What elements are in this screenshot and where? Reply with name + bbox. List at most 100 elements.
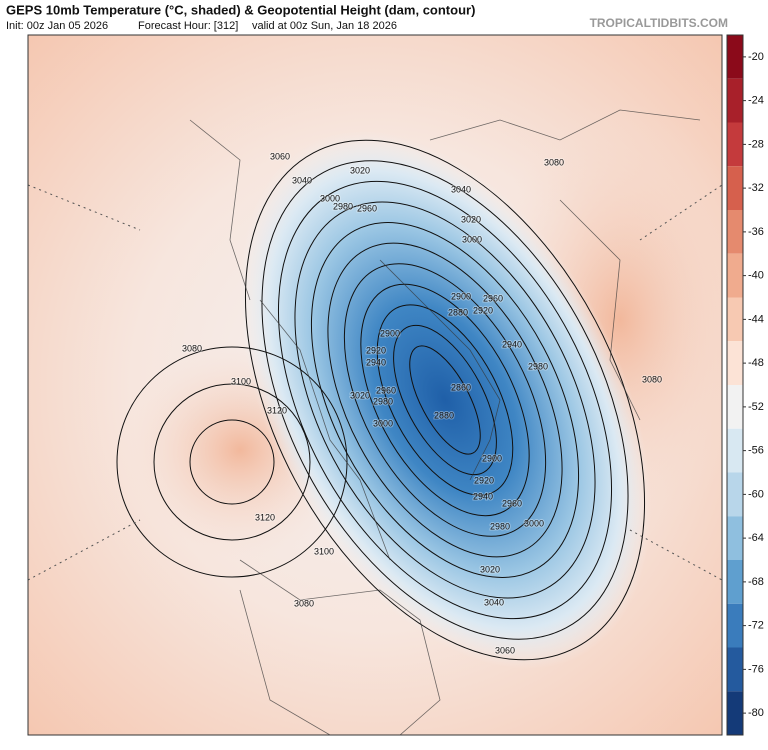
contour-line	[409, 345, 481, 455]
contour-label: 2960	[502, 498, 522, 508]
contour-label: 2980	[333, 201, 353, 211]
contour-label: 2980	[490, 521, 510, 531]
colorbar-tick-label: -48	[748, 357, 764, 369]
contour-label: 3120	[255, 512, 275, 522]
colorbar-band	[727, 647, 743, 692]
contour-label: 3000	[462, 234, 482, 244]
contour-line	[393, 324, 497, 476]
contour-label: 2960	[483, 293, 503, 303]
contour-label: 2880	[434, 410, 454, 420]
contour-label: 3060	[270, 151, 290, 161]
contour-label: 3000	[320, 193, 340, 203]
colorbar-band	[727, 253, 743, 298]
colorbar-band	[727, 516, 743, 560]
contour-line	[343, 263, 547, 537]
contour-line	[294, 201, 596, 599]
colorbar-tick-label: -32	[748, 182, 764, 194]
contour-label: 2880	[448, 307, 468, 317]
contour-line	[277, 180, 613, 620]
colorbar-band	[727, 385, 743, 429]
colorbar-tick-label: -60	[748, 488, 764, 500]
colorbar-tick-label: -76	[748, 663, 764, 675]
contour-label: 3060	[495, 645, 515, 655]
map-frame	[27, 34, 723, 736]
title: GEPS 10mb Temperature (°C, shaded) & Geo…	[6, 2, 475, 17]
colorbar-tick-label: -80	[748, 707, 764, 719]
colorbar-band	[727, 428, 743, 473]
contour-label: 3120	[267, 405, 287, 415]
contour-label: 2940	[502, 339, 522, 349]
valid-time: valid at 00z Sun, Jan 18 2026	[252, 20, 397, 32]
contour-label: 3000	[373, 418, 393, 428]
contour-label: 2980	[528, 361, 548, 371]
colorbar-frame	[726, 34, 744, 736]
colorbar-band	[727, 691, 743, 735]
colorbar-band	[727, 35, 743, 79]
contour-label: 3040	[292, 175, 312, 185]
contour-line	[244, 139, 646, 661]
colorbar-band	[727, 78, 743, 123]
contour-label: 3020	[461, 214, 481, 224]
colorbar-tick-label: -72	[748, 620, 764, 632]
colorbar-tick-label: -52	[748, 401, 764, 413]
grid-lines	[28, 184, 722, 581]
colorbar-band	[727, 560, 743, 604]
contour-line	[261, 160, 629, 640]
contour-label: 3080	[544, 157, 564, 167]
colorbar-band	[727, 210, 743, 254]
contour-label: 3040	[451, 184, 471, 194]
colorbar: -20 -24 -28 -32 -36 -40 -44 -48 -52 -56 -60 -64 -68 -…	[726, 34, 764, 736]
cold-area	[239, 131, 651, 669]
colorbar-tick-label: -68	[748, 576, 764, 588]
contour-label: 3100	[314, 546, 334, 556]
contour-label: 2940	[473, 491, 493, 501]
contour-label: 3020	[350, 165, 370, 175]
contour-label: 2920	[473, 305, 493, 315]
contour-label: 3080	[294, 598, 314, 608]
watermark: TROPICALTIDBITS.COM	[590, 16, 728, 30]
colorbar-band	[727, 603, 743, 648]
contour-line	[153, 383, 311, 541]
contour-line	[116, 346, 348, 578]
contour-label: 2860	[451, 382, 471, 392]
colorbar-band	[727, 472, 743, 517]
contour-label: 2900	[482, 453, 502, 463]
contour-line	[376, 304, 514, 496]
contour-label: 2940	[366, 357, 386, 367]
colorbar-tick-label: -28	[748, 138, 764, 150]
colorbar-tick-label: -20	[748, 51, 764, 63]
contour-label: 3040	[484, 597, 504, 607]
colorbar-tick-label: -56	[748, 445, 764, 457]
contour-label: 2920	[366, 345, 386, 355]
contours	[116, 139, 646, 661]
contour-line	[327, 242, 563, 558]
contour-label: 3000	[524, 518, 544, 528]
colorbar-tick-label: -36	[748, 226, 764, 238]
contour-label: 2960	[376, 385, 396, 395]
contour-label: 3020	[480, 564, 500, 574]
colorbar-band	[727, 341, 743, 385]
contour-label: 2900	[451, 291, 471, 301]
colorbar-tick-label: -44	[748, 313, 764, 325]
coastlines	[189, 109, 701, 735]
contour-label: 3100	[231, 376, 251, 386]
colorbar-tick-label: -40	[748, 270, 764, 282]
contour-label: 2900	[380, 328, 400, 338]
forecast-hour: Forecast Hour: [312]	[138, 20, 238, 32]
contour-label: 2960	[357, 203, 377, 213]
colorbar-tick-label: -64	[748, 532, 764, 544]
colorbar-band	[727, 166, 743, 210]
contour-line	[189, 419, 275, 505]
contour-label: 3080	[642, 374, 662, 384]
contour-label: 2980	[373, 396, 393, 406]
contour-line	[360, 283, 530, 517]
init-time: Init: 00z Jan 05 2026	[6, 20, 108, 32]
contour-label: 3080	[182, 343, 202, 353]
colorbar-band	[727, 297, 743, 342]
contour-label: 2920	[474, 475, 494, 485]
colorbar-tick-label: -24	[748, 95, 764, 107]
